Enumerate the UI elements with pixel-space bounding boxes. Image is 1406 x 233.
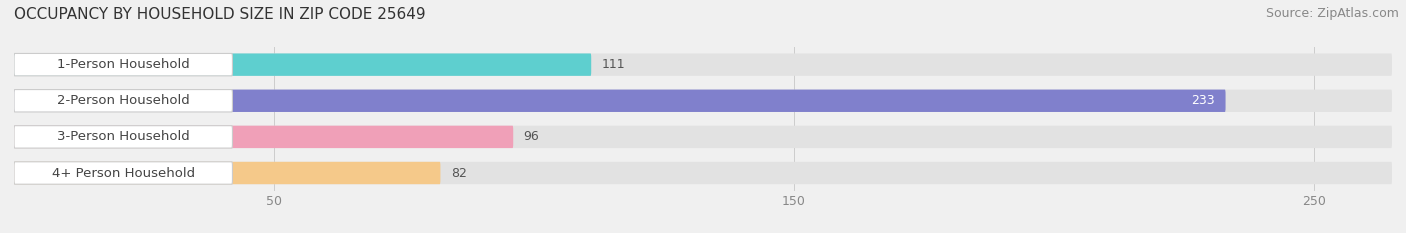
Text: 1-Person Household: 1-Person Household xyxy=(56,58,190,71)
FancyBboxPatch shape xyxy=(14,53,232,76)
FancyBboxPatch shape xyxy=(14,89,232,112)
FancyBboxPatch shape xyxy=(14,126,513,148)
Text: 3-Person Household: 3-Person Household xyxy=(56,130,190,143)
FancyBboxPatch shape xyxy=(14,53,591,76)
FancyBboxPatch shape xyxy=(14,162,1392,184)
FancyBboxPatch shape xyxy=(14,126,1392,148)
FancyBboxPatch shape xyxy=(14,89,1226,112)
FancyBboxPatch shape xyxy=(14,126,232,148)
Text: OCCUPANCY BY HOUSEHOLD SIZE IN ZIP CODE 25649: OCCUPANCY BY HOUSEHOLD SIZE IN ZIP CODE … xyxy=(14,7,426,22)
Text: 82: 82 xyxy=(451,167,467,179)
Text: 111: 111 xyxy=(602,58,626,71)
Text: Source: ZipAtlas.com: Source: ZipAtlas.com xyxy=(1265,7,1399,20)
FancyBboxPatch shape xyxy=(14,162,440,184)
FancyBboxPatch shape xyxy=(14,53,1392,76)
Text: 96: 96 xyxy=(523,130,540,143)
Text: 233: 233 xyxy=(1191,94,1215,107)
Text: 4+ Person Household: 4+ Person Household xyxy=(52,167,195,179)
FancyBboxPatch shape xyxy=(14,162,232,184)
FancyBboxPatch shape xyxy=(14,89,1392,112)
Text: 2-Person Household: 2-Person Household xyxy=(56,94,190,107)
